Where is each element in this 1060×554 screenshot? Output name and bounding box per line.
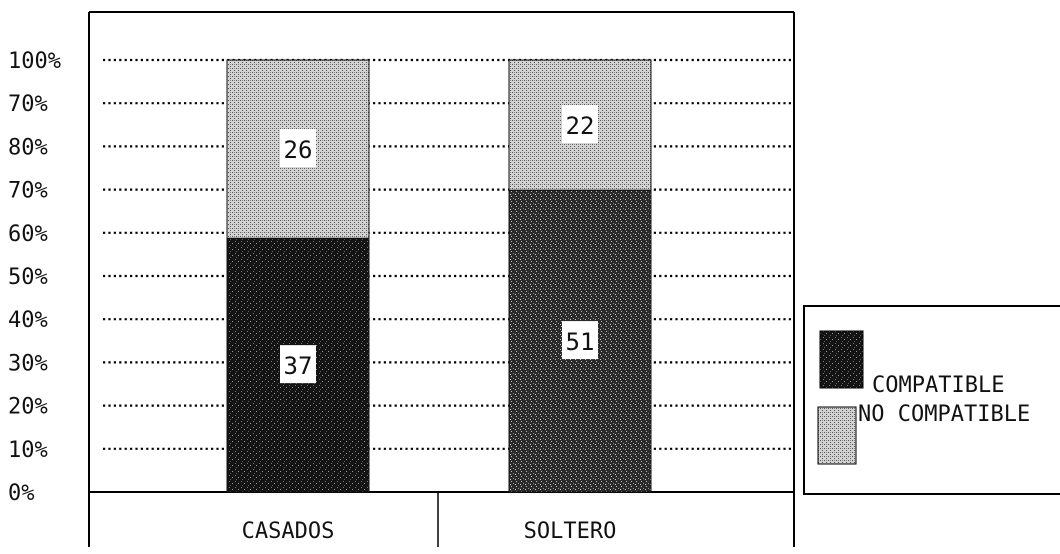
y-tick-label: 100% [8,49,61,74]
y-tick-label: 20% [8,395,48,420]
data-label-bg [562,105,598,144]
x-category-label: SOLTERO [524,519,617,544]
y-tick-label: 60% [8,222,48,247]
gridlines [103,58,792,450]
y-tick-label: 80% [8,135,48,160]
legend-label-compatible: COMPATIBLE [872,373,1004,398]
x-axis-categories: CASADOS SOLTERO [242,519,617,544]
x-category-label: CASADOS [242,519,335,544]
data-label: 26 [284,136,313,164]
y-tick-label: 40% [8,308,48,333]
data-label-bg [280,345,316,384]
data-label: 22 [566,112,595,140]
legend-swatch-compatible [819,330,864,389]
legend-label-no-compatible: NO COMPATIBLE [858,402,1030,427]
y-tick-label: 30% [8,351,48,376]
legend-swatch-no-compatible [817,406,857,465]
data-label-bg [280,129,316,168]
legend: COMPATIBLE NO COMPATIBLE [803,305,1060,495]
y-tick-label: 70% [8,92,48,117]
data-label: 51 [566,328,595,356]
y-tick-label: 50% [8,265,48,290]
bars: 37 26 51 22 [226,59,652,493]
data-label: 37 [284,352,313,380]
y-tick-label: 10% [8,438,48,463]
y-axis-ticks: 0% 10% 20% 30% 40% 50% 60% 70% 80% 70% 100% [8,49,61,506]
y-tick-label: 0% [8,481,35,506]
plot-area [88,11,795,547]
data-label-bg [562,321,598,360]
bar-no-compatible-soltero [508,59,652,191]
y-tick-label: 70% [8,179,48,204]
